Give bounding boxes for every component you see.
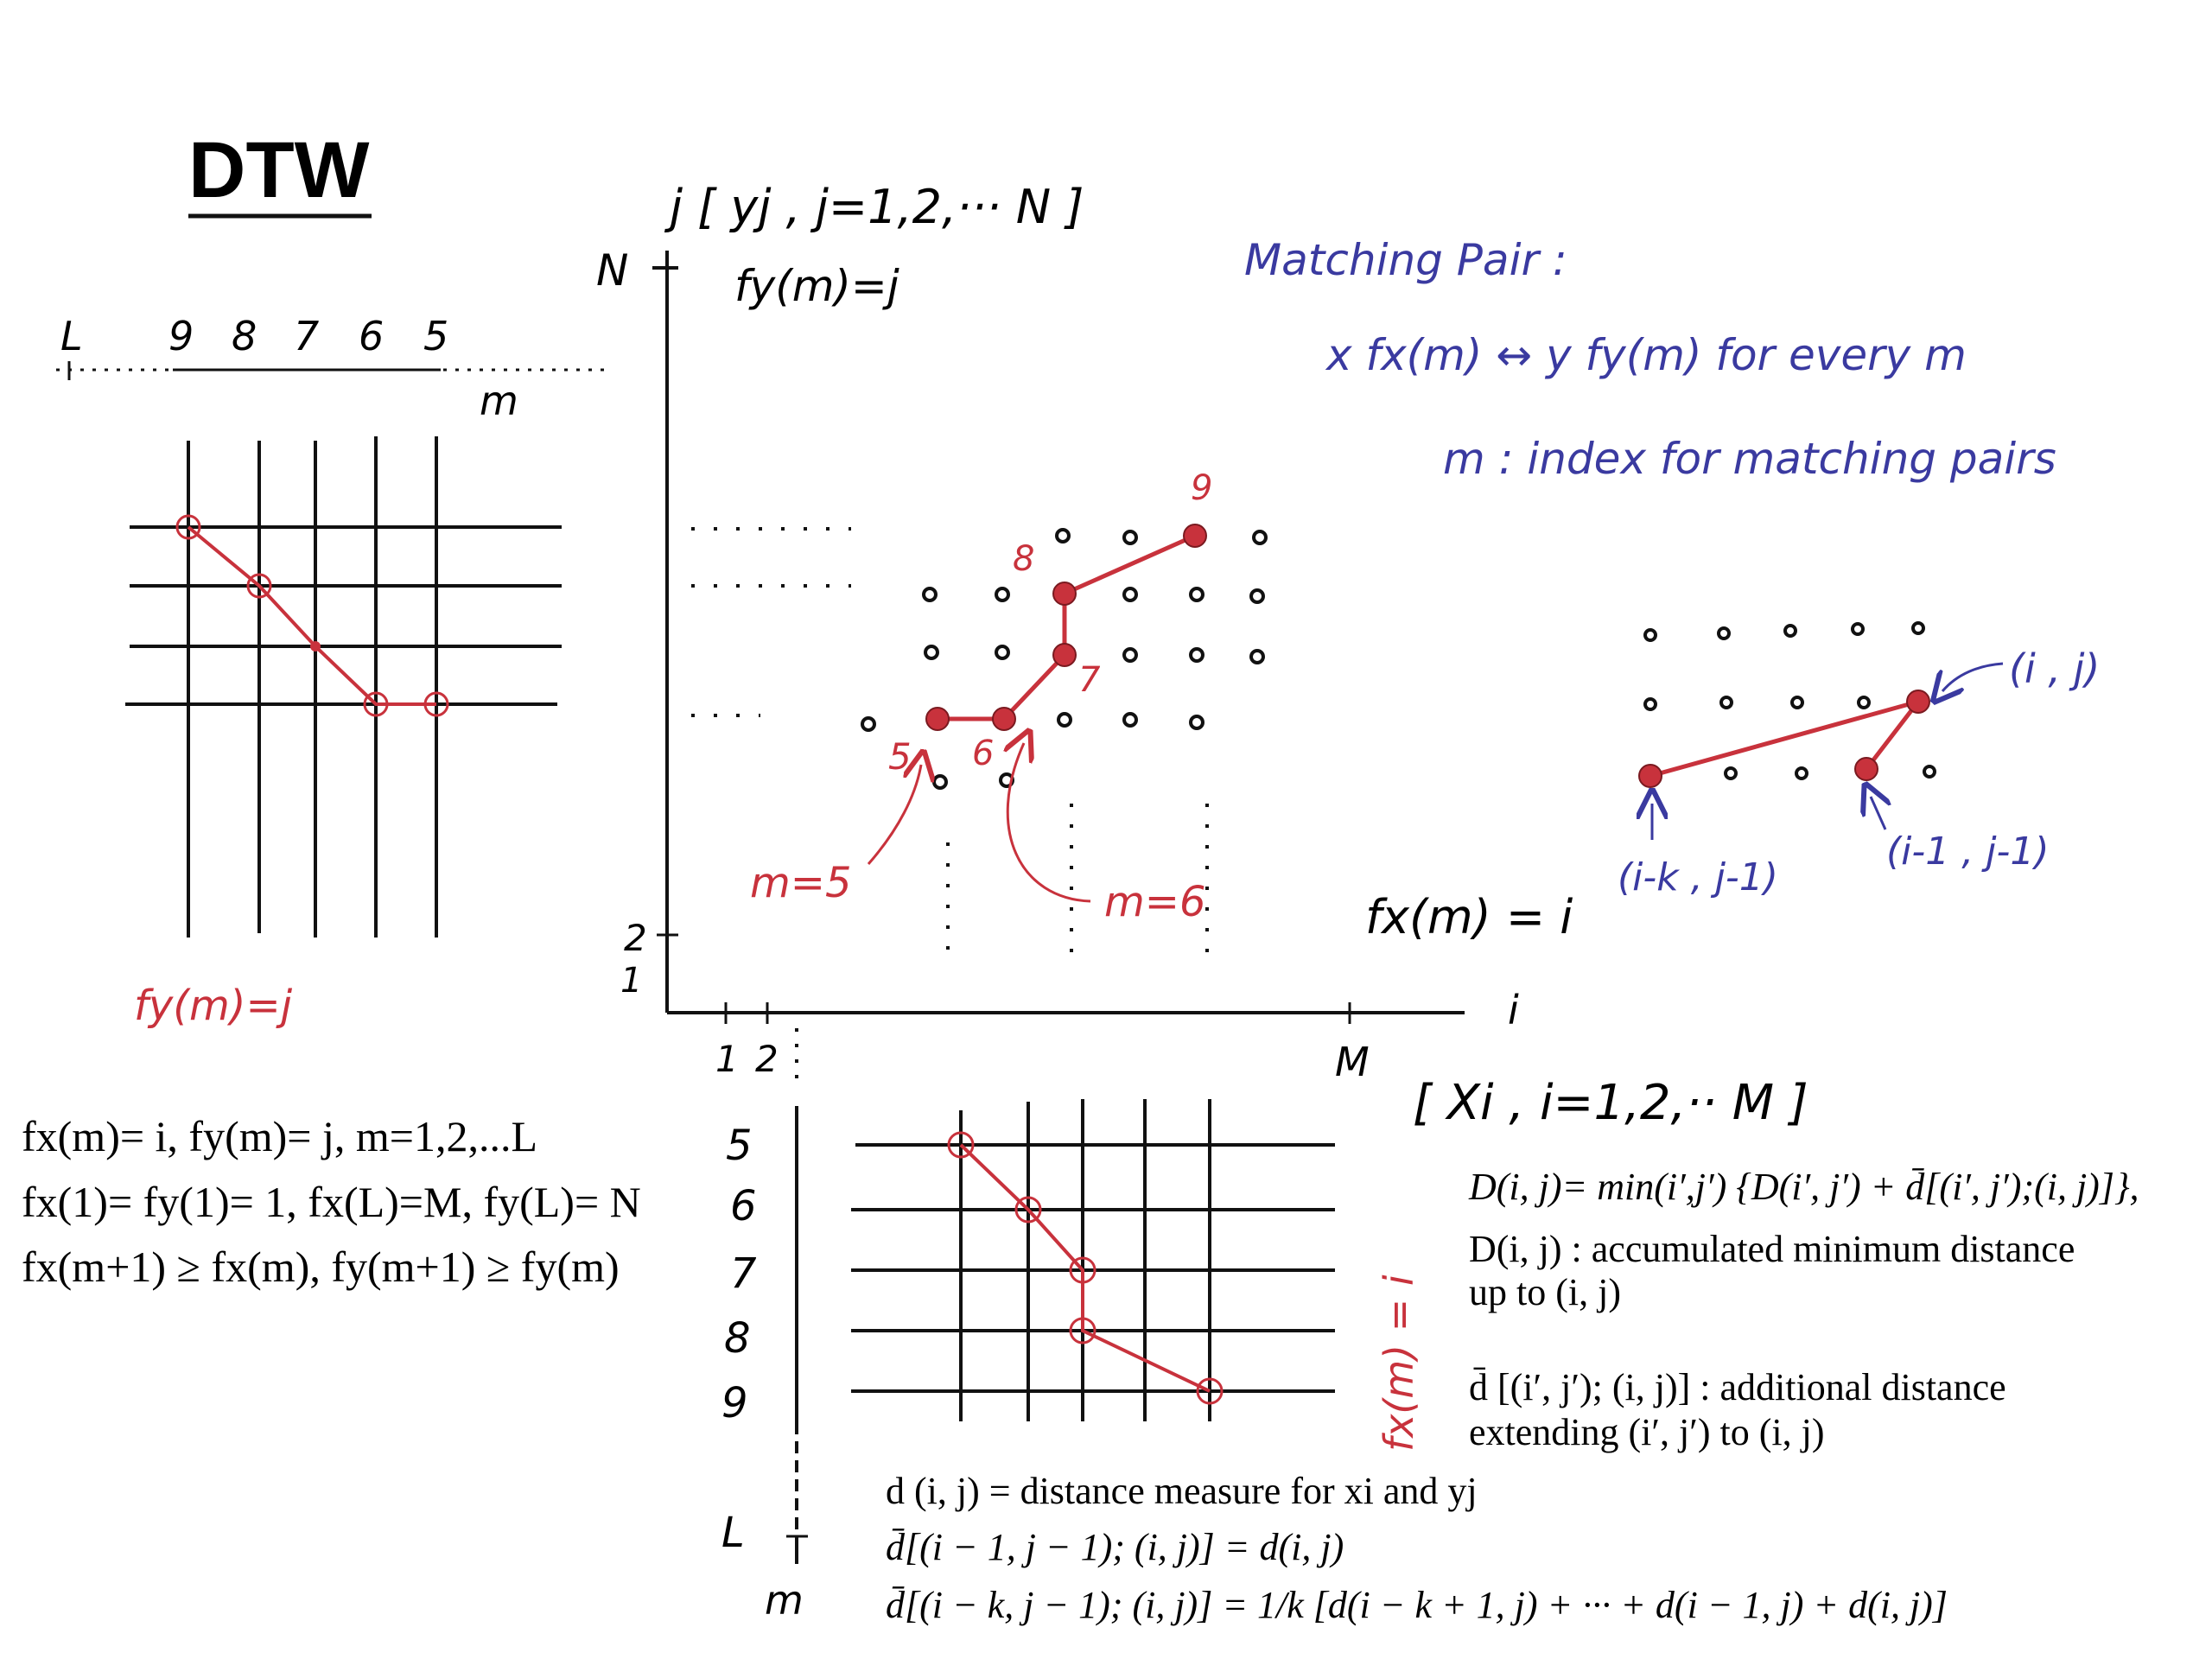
m5-label: m=5 xyxy=(750,859,852,907)
x-tick-1: 1 xyxy=(715,1038,739,1080)
n-label: N xyxy=(596,245,628,296)
formula-dbar-desc2: extending (i′, j′) to (i, j) xyxy=(1469,1411,1825,1453)
formula-d-def: d (i, j) = distance measure for xi and y… xyxy=(886,1470,1478,1512)
x-seq-label: [ Xi , i=1,2,·· M ] xyxy=(1413,1075,1808,1131)
path-num-5: 5 xyxy=(888,735,912,778)
m6-label: m=6 xyxy=(1104,878,1206,926)
formula-D: D(i, j)= min(i′,j′) {D(i′, j′) + d̄[(i′,… xyxy=(1468,1166,2139,1208)
right-grid: (i , j) (i-k , j-1) (i-1 , j-1) xyxy=(1618,621,2100,899)
x-tick-2: 2 xyxy=(755,1038,779,1080)
bg-tick-6: 6 xyxy=(730,1182,757,1230)
tl-tick-7: 7 xyxy=(294,313,319,359)
bottom-path xyxy=(959,1143,1211,1393)
y-tick-2: 2 xyxy=(624,917,647,959)
top-left-grid: L 9 8 7 6 5 m fy(m)=j xyxy=(56,313,609,1030)
constraint-2: fx(1)= fy(1)= 1, fx(L)=M, fy(L)= N xyxy=(22,1178,641,1226)
bg-tick-7: 7 xyxy=(730,1249,757,1298)
m5-arrow xyxy=(867,765,921,865)
page-title: DTW xyxy=(188,126,370,214)
x-m-label: M xyxy=(1335,1039,1370,1085)
formula-dbar-desc1: d̄ [(i′, j′); (i, j)] : additional dista… xyxy=(1469,1366,2006,1408)
bottom-grid: 5 6 7 8 9 L m fx(m) = i xyxy=(721,1099,1422,1624)
main-plot: j [ yj , j=1,2,··· N ] N fy(m)=j 2 1 1 2… xyxy=(596,180,1808,1131)
formula-D-desc2: up to (i, j) xyxy=(1469,1271,1621,1313)
bg-l-label: L xyxy=(721,1509,745,1557)
formula-dbar2: d̄[(i − k, j − 1); (i, j)] = 1/k [d(i − … xyxy=(886,1584,1948,1626)
bg-m-label: m xyxy=(765,1577,804,1624)
main-warping-path xyxy=(938,533,1197,721)
bg-tick-5: 5 xyxy=(726,1122,753,1170)
tl-tick-8: 8 xyxy=(232,313,257,359)
l-label: L xyxy=(60,313,83,359)
tl-tick-9: 9 xyxy=(168,313,194,359)
path-num-7: 7 xyxy=(1078,660,1101,700)
m6-arrow xyxy=(1007,743,1091,903)
right-path xyxy=(1649,697,1924,779)
j-axis-label: j [ yj , j=1,2,··· N ] xyxy=(664,180,1084,234)
tl-tick-6: 6 xyxy=(359,313,384,359)
matching-pair-notes: Matching Pair : x fx(m) ↔ y fy(m) for ev… xyxy=(1244,235,2056,484)
label-ikj1: (i-k , j-1) xyxy=(1618,855,1778,899)
label-i1j1: (i-1 , j-1) xyxy=(1886,830,2049,874)
formula-dbar1: d̄[(i − 1, j − 1); (i, j)] = d(i, j) xyxy=(886,1526,1344,1568)
tl-caption: fy(m)=j xyxy=(134,982,293,1030)
matching-title: Matching Pair : xyxy=(1244,235,1567,285)
tl-tick-5: 5 xyxy=(423,313,448,359)
tl-m-label: m xyxy=(480,378,518,424)
matching-relation: x fx(m) ↔ y fy(m) for every m xyxy=(1325,330,1967,380)
constraints: fx(m)= i, fy(m)= j, m=1,2,...L fx(1)= fy… xyxy=(22,1112,641,1291)
formula-D-desc1: D(i, j) : accumulated minimum distance xyxy=(1469,1228,2075,1270)
y-tick-1: 1 xyxy=(620,961,642,1001)
label-ij: (i , j) xyxy=(2009,645,2100,692)
matching-index: m : index for matching pairs xyxy=(1443,434,2056,484)
formulas: D(i, j)= min(i′,j′) {D(i′, j′) + d̄[(i′,… xyxy=(886,1166,2139,1626)
constraint-1: fx(m)= i, fy(m)= j, m=1,2,...L xyxy=(22,1112,537,1160)
grid-points xyxy=(861,528,1268,790)
tl-warping-path xyxy=(187,525,436,706)
fx-label: fx(m) = i xyxy=(1365,890,1573,944)
bg-rotated-label: fx(m) = i xyxy=(1376,1274,1422,1452)
path-num-9: 9 xyxy=(1191,468,1212,508)
path-num-6: 6 xyxy=(972,734,994,773)
i-label: i xyxy=(1508,987,1519,1033)
bg-tick-9: 9 xyxy=(721,1379,748,1427)
bg-tick-8: 8 xyxy=(724,1314,751,1363)
constraint-3: fx(m+1) ≥ fx(m), fy(m+1) ≥ fy(m) xyxy=(22,1243,620,1291)
fy-label: fy(m)=j xyxy=(734,261,899,311)
path-num-8: 8 xyxy=(1013,539,1034,579)
